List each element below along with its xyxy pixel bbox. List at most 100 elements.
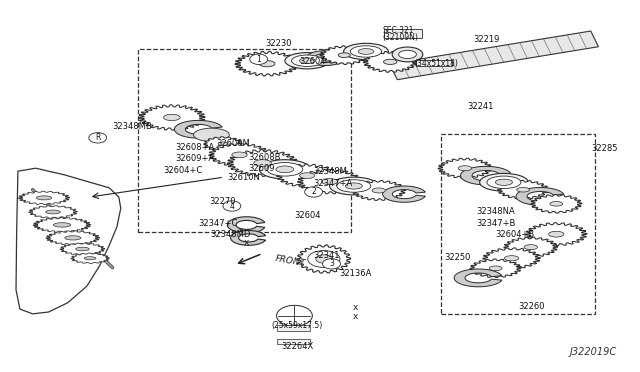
Ellipse shape <box>193 128 229 141</box>
Polygon shape <box>227 150 298 176</box>
Ellipse shape <box>253 160 271 166</box>
Ellipse shape <box>218 142 228 145</box>
Polygon shape <box>504 237 557 257</box>
Polygon shape <box>297 245 351 273</box>
Ellipse shape <box>358 49 374 54</box>
Polygon shape <box>204 137 242 151</box>
Text: (25x59x17.5): (25x59x17.5) <box>271 321 323 330</box>
Ellipse shape <box>292 55 323 67</box>
Polygon shape <box>230 231 266 245</box>
Polygon shape <box>483 248 540 269</box>
Ellipse shape <box>330 177 378 195</box>
Polygon shape <box>46 231 100 245</box>
Ellipse shape <box>350 46 381 57</box>
Ellipse shape <box>232 152 247 158</box>
Text: 32241: 32241 <box>467 102 493 111</box>
Bar <box>442 134 595 314</box>
Polygon shape <box>19 191 70 205</box>
Polygon shape <box>139 105 205 130</box>
Text: 32264X: 32264X <box>282 341 314 350</box>
Ellipse shape <box>259 160 310 179</box>
Text: 32270: 32270 <box>209 197 236 206</box>
Ellipse shape <box>76 247 89 251</box>
Circle shape <box>223 201 241 211</box>
Ellipse shape <box>524 245 538 250</box>
Text: 32604: 32604 <box>300 57 326 66</box>
Text: R: R <box>95 133 100 142</box>
Text: 32604+B: 32604+B <box>495 230 535 240</box>
Text: J322019C: J322019C <box>570 347 617 357</box>
Text: 32347+C: 32347+C <box>198 219 238 228</box>
Text: 3: 3 <box>329 259 334 268</box>
Ellipse shape <box>308 251 340 267</box>
Text: 32348M: 32348M <box>314 167 348 176</box>
Polygon shape <box>290 325 299 331</box>
Ellipse shape <box>267 163 303 176</box>
Polygon shape <box>71 253 109 263</box>
Ellipse shape <box>495 179 513 185</box>
Text: 32608+A: 32608+A <box>175 142 214 151</box>
Circle shape <box>250 54 268 64</box>
Ellipse shape <box>36 196 52 200</box>
Ellipse shape <box>259 61 275 67</box>
Text: 32604+C: 32604+C <box>164 166 203 174</box>
Ellipse shape <box>504 256 519 261</box>
Circle shape <box>323 259 340 269</box>
Text: FRONT: FRONT <box>274 254 306 269</box>
Ellipse shape <box>337 180 371 192</box>
Ellipse shape <box>65 236 81 240</box>
Polygon shape <box>175 121 222 138</box>
Ellipse shape <box>300 58 315 64</box>
Polygon shape <box>497 180 548 199</box>
Text: 32219: 32219 <box>473 35 500 44</box>
Polygon shape <box>320 46 369 64</box>
Text: SEC.321: SEC.321 <box>383 26 414 35</box>
Ellipse shape <box>46 210 60 214</box>
Text: 2: 2 <box>311 187 316 196</box>
Text: (32109N): (32109N) <box>383 33 419 42</box>
Polygon shape <box>33 218 91 232</box>
Ellipse shape <box>344 43 388 60</box>
Ellipse shape <box>489 266 502 270</box>
Ellipse shape <box>550 202 563 206</box>
Polygon shape <box>235 51 299 76</box>
Polygon shape <box>209 143 270 166</box>
Text: x: x <box>353 303 358 312</box>
Polygon shape <box>276 164 338 187</box>
Text: 32341: 32341 <box>314 251 340 260</box>
Polygon shape <box>531 195 582 213</box>
Text: 32609+A: 32609+A <box>175 154 214 163</box>
Text: (34x51x18): (34x51x18) <box>415 59 458 68</box>
Text: x: x <box>238 225 243 235</box>
Ellipse shape <box>285 52 330 69</box>
Text: 32347+A: 32347+A <box>314 179 353 187</box>
Ellipse shape <box>316 255 332 263</box>
Polygon shape <box>352 180 406 201</box>
Ellipse shape <box>84 257 96 260</box>
Bar <box>276 326 310 331</box>
Bar <box>276 339 310 344</box>
Text: 32348MB: 32348MB <box>113 122 152 131</box>
Ellipse shape <box>53 223 70 227</box>
Polygon shape <box>470 259 521 278</box>
Circle shape <box>89 133 107 143</box>
Text: 4: 4 <box>229 202 234 211</box>
Text: 32348MD: 32348MD <box>210 230 250 239</box>
Ellipse shape <box>321 179 337 185</box>
Text: 1: 1 <box>256 55 261 64</box>
Text: 32250: 32250 <box>445 253 471 262</box>
Polygon shape <box>390 31 598 80</box>
Text: 32347+B: 32347+B <box>476 219 516 228</box>
Ellipse shape <box>392 47 423 62</box>
Bar <box>384 29 422 38</box>
Text: 32348NA: 32348NA <box>476 208 515 217</box>
Ellipse shape <box>164 114 180 121</box>
Text: 32610N: 32610N <box>227 173 260 182</box>
Ellipse shape <box>487 176 521 189</box>
Text: 32260: 32260 <box>518 302 545 311</box>
Circle shape <box>305 187 323 197</box>
Ellipse shape <box>338 53 350 58</box>
Polygon shape <box>461 166 511 185</box>
Text: 32604: 32604 <box>294 211 321 220</box>
Text: 32600M: 32600M <box>216 139 250 148</box>
